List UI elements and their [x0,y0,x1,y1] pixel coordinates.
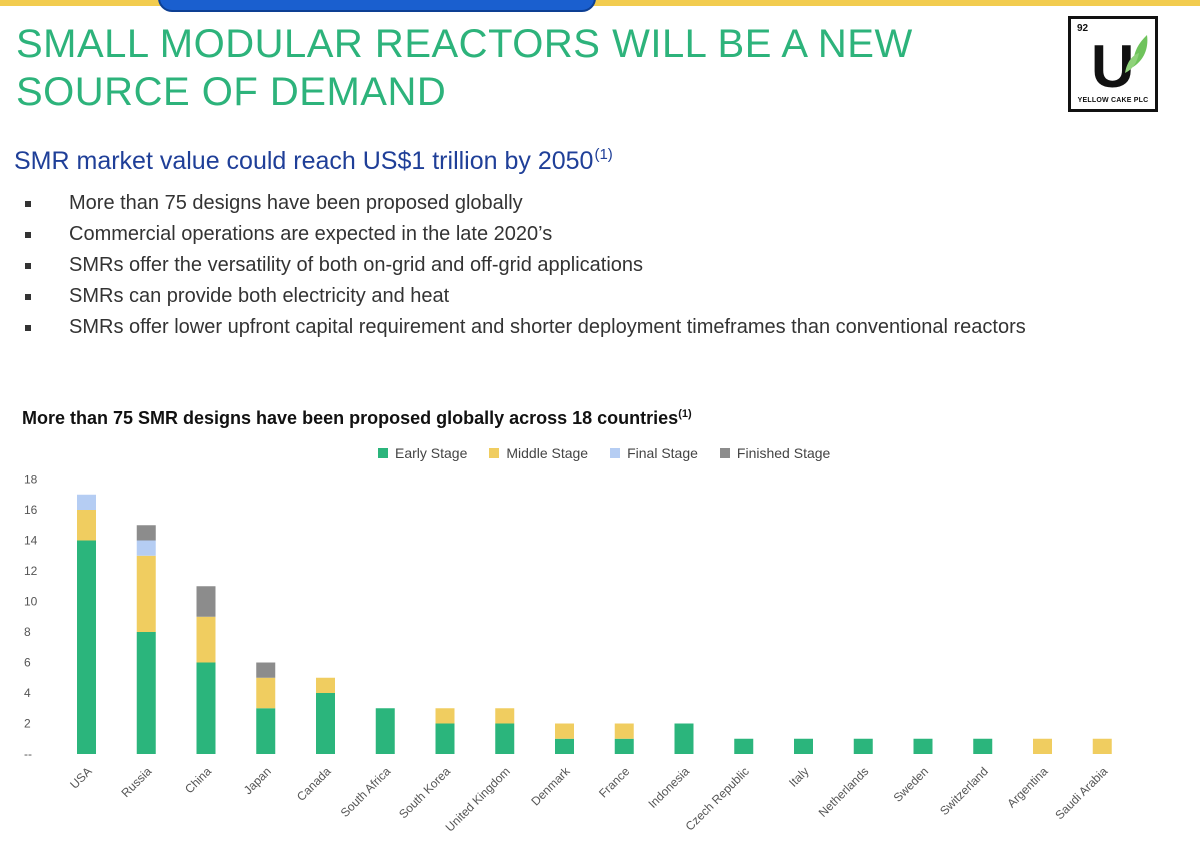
x-category-label: South Africa [338,764,394,820]
y-tick-label: 10 [24,595,38,609]
bar-segment [913,738,933,754]
y-tick-label: 14 [24,534,38,548]
bar-segment [136,540,156,556]
bar-segment [375,708,395,754]
legend-label-middle: Middle Stage [506,445,589,461]
bar-segment [256,708,276,754]
bar-segment [555,723,574,739]
bullet-item: SMRs offer lower upfront capital require… [22,312,1122,343]
x-category-label: Argentina [1004,764,1050,810]
bar-segment [196,662,216,754]
bullet-item: Commercial operations are expected in th… [22,219,1122,250]
bar-segment [1092,738,1112,754]
bar-segment [614,738,634,754]
chart-title: More than 75 SMR designs have been propo… [22,400,692,432]
bar-segment [555,738,574,754]
y-axis: -- 2 4 6 8 10 12 14 16 18 [24,473,38,762]
bar-segment [196,586,216,617]
bar-segment [316,677,335,693]
bar-segment [196,616,216,663]
logo-company-name: YELLOW CAKE PLC [1077,97,1149,104]
x-category-label: Denmark [528,764,573,809]
x-category-label: Sweden [891,764,932,805]
x-category-label: Saudi Arabia [1052,764,1110,822]
chart-title-footnote: (1) [678,408,692,420]
x-category-label: South Korea [396,764,453,821]
bar-segment [1033,738,1052,754]
x-category-label: Switzerland [937,764,991,818]
bar-segment [495,708,515,724]
page-title-line1: SMALL MODULAR REACTORS WILL BE A NEW [16,22,913,66]
bar-segment [77,494,96,510]
x-category-label: Canada [294,764,334,804]
bar-segment [77,510,96,541]
x-category-label: USA [67,764,94,791]
y-tick-label: 8 [24,625,31,639]
bar-segment [435,708,455,724]
bar-segment [316,693,335,754]
y-tick-label: 2 [24,717,31,731]
bar-segment [734,738,754,754]
yellow-cake-logo: 92 U YELLOW CAKE PLC [1068,16,1158,112]
bar-segment [136,555,156,632]
leaf-small-icon [1125,53,1139,73]
legend-swatch-early [378,448,388,458]
x-axis: USA Russia China Japan Canada South Africa Sou… [67,764,1110,835]
x-category-label: Indonesia [645,764,692,811]
page-title-line2: SOURCE OF DEMAND [16,70,447,114]
chart-legend: Early Stage Middle Stage Final Stage Fin… [378,445,830,461]
bar-segment [435,723,455,754]
bar-area [77,494,1112,754]
top-tab-shape [158,0,596,12]
stacked-bar-chart: -- 2 4 6 8 10 12 14 16 18 USA Russia China Japan Cana… [24,473,1112,835]
legend-item-finished: Finished Stage [719,445,831,461]
legend-item-early: Early Stage [378,445,467,461]
x-category-label: Czech Republic [683,764,752,833]
x-category-label: France [596,764,633,801]
top-accent-bar [0,0,1200,6]
page-title: SMALL MODULAR REACTORS WILL BE A NEW SOU… [16,20,913,116]
bullet-item: More than 75 designs have been proposed … [22,188,1122,219]
bar-segment [77,540,96,754]
subtitle-footnote: (1) [594,146,613,163]
x-category-label: China [182,764,214,796]
y-tick-label: 6 [24,656,31,670]
legend-label-early: Early Stage [395,445,468,461]
bar-segment [136,525,156,541]
y-tick-label: 16 [24,503,38,517]
legend-item-middle: Middle Stage [489,445,588,461]
x-category-label: Netherlands [816,764,872,820]
y-tick-label: 4 [24,686,31,700]
x-category-label: Japan [241,764,274,797]
bar-segment [674,723,694,754]
bar-segment [136,632,156,754]
bar-segment [794,738,813,754]
bullet-list: More than 75 designs have been proposed … [22,188,1122,343]
legend-swatch-finished [719,448,730,458]
x-category-label: Italy [786,764,811,789]
x-category-label: United Kingdom [443,764,513,834]
bar-segment [853,738,873,754]
legend-swatch-middle [489,448,500,458]
y-tick-label: 18 [24,473,38,487]
bar-segment [973,738,993,754]
x-category-label: Russia [119,764,155,800]
legend-label-finished: Finished Stage [736,445,831,461]
chart-title-text: More than 75 SMR designs have been propo… [22,408,679,428]
subtitle-text: SMR market value could reach US$1 trilli… [14,147,594,175]
legend-item-final: Final Stage [610,445,698,461]
bullet-item: SMRs can provide both electricity and he… [22,281,1122,312]
bar-segment [256,662,276,678]
legend-swatch-final [610,448,621,458]
y-tick-label: -- [24,747,32,761]
bar-segment [495,723,515,754]
page-subtitle: SMR market value could reach US$1 trilli… [14,138,613,178]
logo-u-leaf-icon: U [1091,33,1148,99]
legend-label-final: Final Stage [627,445,698,461]
y-tick-label: 12 [24,564,38,578]
bar-segment [256,677,276,709]
bullet-item: SMRs offer the versatility of both on-gr… [22,250,1122,281]
bar-segment [614,723,634,739]
logo-atomic-number: 92 [1077,23,1089,34]
